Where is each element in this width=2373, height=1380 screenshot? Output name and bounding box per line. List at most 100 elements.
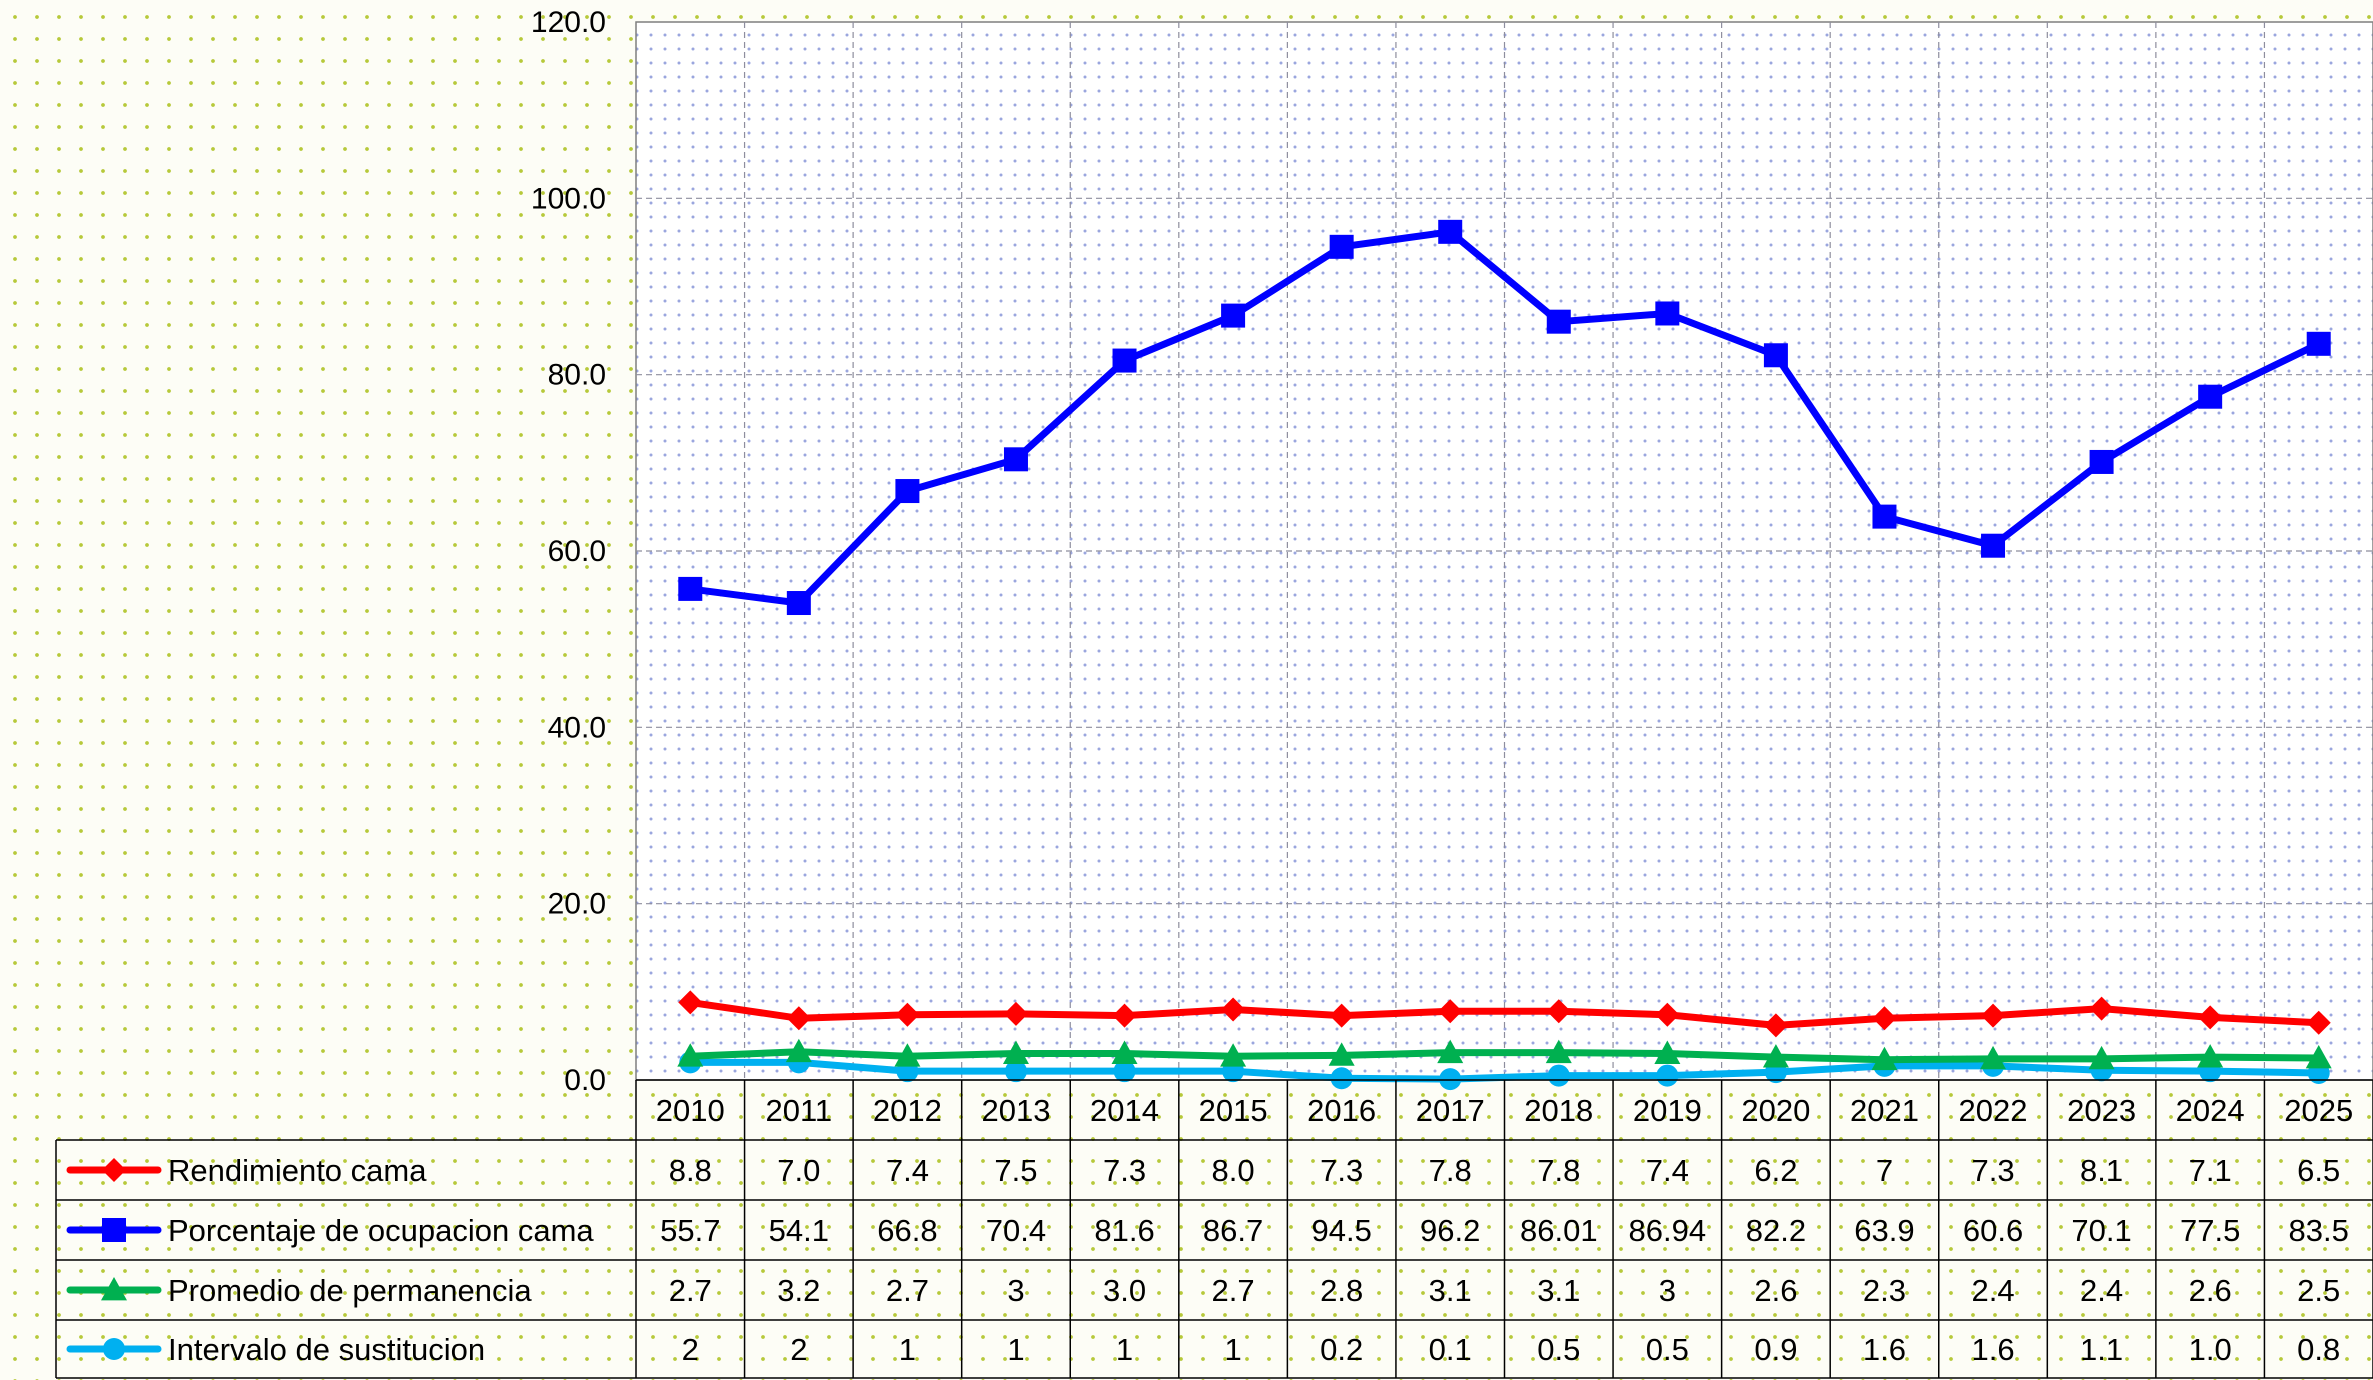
table-cell-value: 0.9 [1754,1332,1797,1367]
data-point [103,1338,125,1360]
table-cell-value: 2.3 [1863,1273,1906,1308]
table-cell-value: 70.1 [2071,1213,2131,1248]
data-point [1980,1045,2007,1070]
table-cell-value: 2.8 [1320,1273,1363,1308]
data-point [1762,1044,1789,1068]
data-point [1763,343,1788,368]
legend-entry-2: Promedio de permanencia [66,1273,532,1308]
table-cell-value: 8.0 [1212,1153,1255,1188]
data-point [1330,1067,1353,1090]
table-cell-value: 77.5 [2180,1213,2240,1248]
data-point [102,1158,126,1182]
table-cell-value: 3.2 [777,1273,820,1308]
data-point [1221,303,1246,328]
table-cell-value: 1.6 [1971,1332,2014,1367]
table-cell-value: 82.2 [1746,1213,1806,1248]
table-cell-value: 3 [1659,1273,1676,1308]
data-point [1329,234,1354,259]
table-cell-value: 7.1 [2189,1153,2232,1188]
table-cell-value: 2.5 [2297,1273,2340,1308]
data-point [2089,996,2114,1021]
legend-entry-1: Porcentaje de ocupacion cama [66,1213,594,1248]
data-point [1003,1001,1028,1026]
y-tick-label: 40.0 [548,711,606,744]
data-point [1872,504,1897,529]
table-cell-value: 96.2 [1420,1213,1480,1248]
data-point [1546,309,1571,334]
data-point [1655,1002,1680,1027]
x-tick-label: 2020 [1741,1093,1810,1128]
table-cell-value: 7.4 [1646,1153,1689,1188]
table-cell-value: 2.4 [1971,1273,2014,1308]
x-tick-label: 2025 [2284,1093,2353,1128]
x-tick-label: 2023 [2067,1093,2136,1128]
data-point [1438,999,1463,1024]
x-tick-label: 2013 [981,1093,1050,1128]
series-line [686,1048,2323,1064]
data-point [2198,1005,2223,1030]
data-point [1438,219,1463,244]
series-line [686,998,2323,1029]
data-point [1329,1003,1354,1028]
x-tick-label: 2011 [766,1093,833,1128]
legend-label: Rendimiento cama [168,1153,427,1188]
data-point [677,1043,704,1067]
table-cell-value: 3.0 [1103,1273,1146,1308]
table-cell-value: 6.2 [1754,1153,1797,1188]
data-point [894,1043,921,1067]
series-0 [678,990,2331,1038]
data-point [786,1006,811,1031]
y-tick-label: 80.0 [548,359,606,392]
data-point [1654,1040,1681,1064]
data-point [895,479,920,504]
table-cell-value: 60.6 [1963,1213,2023,1248]
data-point [2088,1045,2115,1070]
data-point [786,591,811,616]
data-point [1655,301,1680,326]
table-cell-value: 3 [1007,1273,1024,1308]
x-tick-label: 2010 [656,1093,725,1128]
table-cell-value: 7.0 [777,1153,820,1188]
table-cell-value: 3.1 [1429,1273,1472,1308]
data-point [2306,331,2331,356]
table-cell-value: 81.6 [1094,1213,1154,1248]
table-cell-value: 94.5 [1311,1213,1371,1248]
data-point [1547,1064,1570,1087]
table-cell-value: 66.8 [877,1213,937,1248]
data-point [2089,449,2114,474]
data-point [678,990,703,1015]
data-point [101,1277,127,1301]
data-point [678,576,703,601]
y-tick-label: 100.0 [531,182,606,215]
table-cell-value: 7.8 [1537,1153,1580,1188]
table-cell-value: 2 [790,1332,807,1367]
data-point [1328,1042,1355,1066]
table-cell-value: 83.5 [2289,1213,2349,1248]
table-cell-value: 7.3 [1320,1153,1363,1188]
data-point [2198,384,2223,409]
data-point [1546,999,1571,1024]
data-point [1112,1003,1137,1028]
x-tick-label: 2019 [1633,1093,1702,1128]
table-cell-value: 2.7 [669,1273,712,1308]
x-tick-label: 2021 [1850,1093,1919,1128]
data-point [1981,1003,2006,1028]
data-point [1437,1039,1464,1064]
table-cell-value: 1 [1116,1332,1133,1367]
x-tick-label: 2012 [873,1093,942,1128]
series-line [686,228,2323,607]
data-point [1111,1040,1138,1064]
table-cell-value: 55.7 [660,1213,720,1248]
table-cell-value: 2.6 [1754,1273,1797,1308]
y-tick-label: 20.0 [548,888,606,921]
data-point [895,1002,920,1027]
data-point [1763,1013,1788,1038]
data-point [102,1218,126,1242]
data-point [1545,1039,1572,1064]
x-tick-label: 2024 [2176,1093,2245,1128]
table-cell-value: 0.1 [1429,1332,1472,1367]
data-point [1113,1060,1136,1083]
table-cell-value: 86.7 [1203,1213,1263,1248]
data-point [1221,997,1246,1022]
table-cell-value: 0.8 [2297,1332,2340,1367]
